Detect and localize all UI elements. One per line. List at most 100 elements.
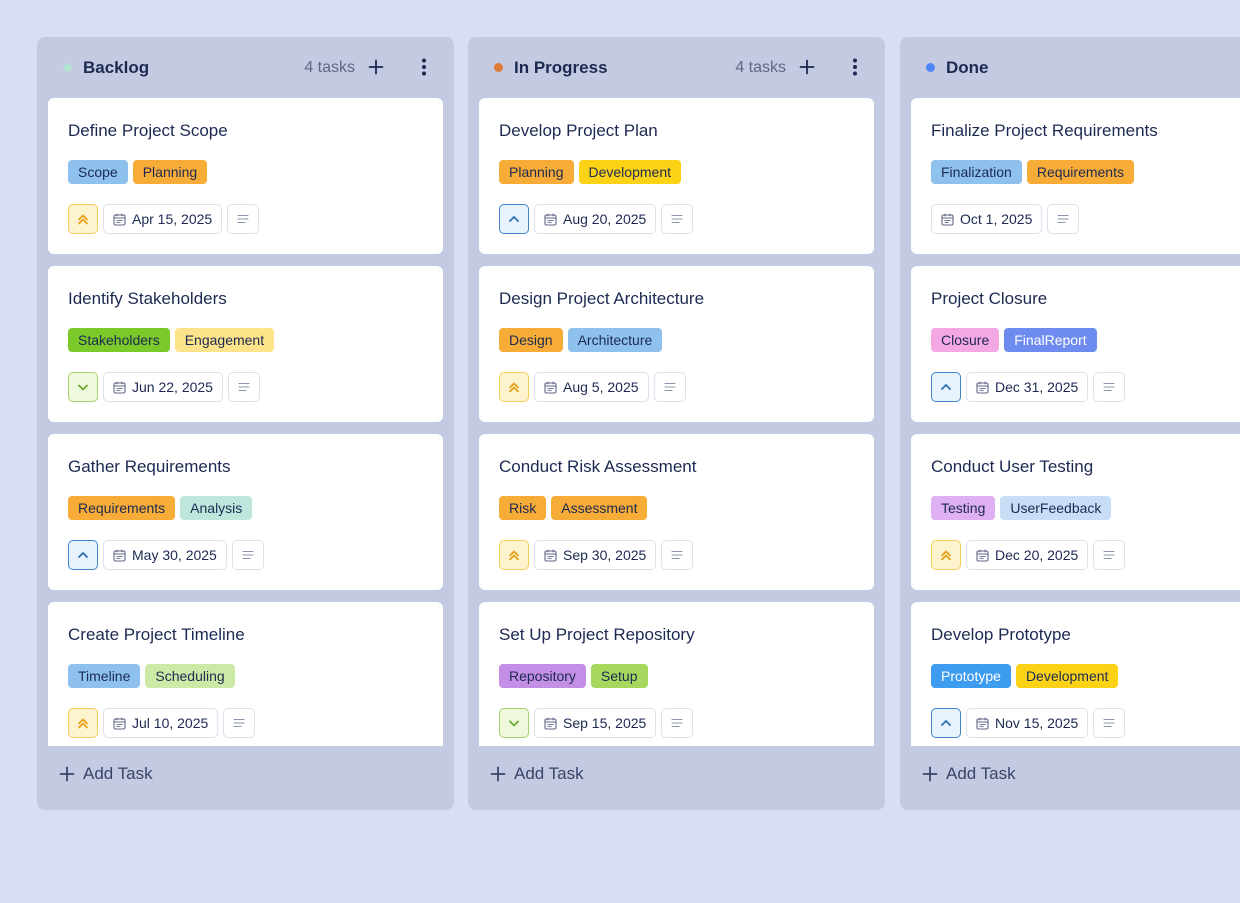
task-card[interactable]: Conduct User Testing Testing UserFeedback D… [911,434,1240,590]
calendar-icon [544,381,557,394]
task-title: Finalize Project Requirements [931,121,1158,140]
priority-badge[interactable] [68,708,98,738]
column-header: In Progress 4 tasks [468,37,885,97]
column-in-progress: In Progress 4 tasks Develop Project Plan Pl… [468,37,885,810]
notes-icon [671,214,683,224]
notes-icon [237,214,249,224]
column-title: In Progress [514,58,608,77]
notes-icon [242,550,254,560]
add-task-button[interactable]: Add Task [59,763,153,785]
calendar-icon [113,717,126,730]
due-date-chip[interactable]: Aug 5, 2025 [534,372,649,402]
double-chevron-up-icon [78,718,88,729]
due-date: May 30, 2025 [132,547,217,563]
notes-button[interactable] [1047,204,1080,234]
task-meta: Nov 15, 2025 [931,708,1126,738]
notes-button[interactable] [653,372,686,402]
due-date-chip[interactable]: Dec 20, 2025 [966,540,1089,570]
priority-badge[interactable] [68,372,98,402]
priority-badge[interactable] [499,204,529,234]
tag: Setup [590,664,648,688]
priority-badge[interactable] [931,708,961,738]
task-title: Create Project Timeline [68,625,245,644]
task-count: 4 tasks [304,59,355,76]
tag: Stakeholders [68,328,170,352]
more-options-button[interactable] [416,54,432,80]
priority-badge[interactable] [931,372,961,402]
notes-button[interactable] [661,708,694,738]
tag: Requirements [68,496,176,520]
task-card[interactable]: Finalize Project Requirements Finalizatio… [911,98,1240,254]
task-card[interactable]: Set Up Project Repository Repository Setup… [479,602,874,746]
due-date-chip[interactable]: Sep 15, 2025 [534,708,657,738]
due-date-chip[interactable]: Sep 30, 2025 [534,540,657,570]
task-meta: Jul 10, 2025 [68,708,256,738]
tag: Requirements [1026,160,1134,184]
notes-button[interactable] [1093,372,1126,402]
task-card[interactable]: Develop Prototype Prototype Development Nov… [911,602,1240,746]
task-card[interactable]: Gather Requirements Requirements Analysis M… [48,434,443,590]
notes-button[interactable] [1093,708,1126,738]
due-date-chip[interactable]: Aug 20, 2025 [534,204,657,234]
task-card[interactable]: Design Project Architecture Design Archite… [479,266,874,422]
notes-icon [1103,550,1115,560]
add-task-button[interactable]: Add Task [922,763,1016,785]
notes-button[interactable] [223,708,256,738]
notes-icon [671,718,683,728]
plus-icon [368,59,384,75]
due-date-chip[interactable]: Nov 15, 2025 [966,708,1089,738]
task-count: 4 tasks [735,59,786,76]
add-task-label: Add Task [946,764,1016,783]
task-card[interactable]: Project Closure Closure FinalReport Dec 31,… [911,266,1240,422]
add-card-button[interactable] [368,54,392,80]
notes-button[interactable] [231,540,264,570]
chevron-down-icon [78,384,88,391]
due-date-chip[interactable]: Apr 15, 2025 [103,204,223,234]
priority-badge[interactable] [68,204,98,234]
double-chevron-up-icon [509,382,519,393]
plus-icon [922,766,938,782]
priority-badge[interactable] [499,540,529,570]
tag: Risk [499,496,547,520]
chevron-up-icon [78,552,88,558]
tag-list: Closure FinalReport [931,328,1097,352]
task-card[interactable]: Conduct Risk Assessment Risk Assessment Sep… [479,434,874,590]
due-date-chip[interactable]: Oct 1, 2025 [931,204,1043,234]
due-date-chip[interactable]: Dec 31, 2025 [966,372,1089,402]
priority-badge[interactable] [499,708,529,738]
task-meta: Apr 15, 2025 [68,204,260,234]
notes-button[interactable] [661,540,694,570]
due-date-chip[interactable]: Jun 22, 2025 [103,372,223,402]
task-card[interactable]: Identify Stakeholders Stakeholders Engagem… [48,266,443,422]
status-dot [926,63,935,72]
task-card[interactable]: Define Project Scope Scope Planning Apr 15,… [48,98,443,254]
notes-button[interactable] [1093,540,1126,570]
notes-button[interactable] [661,204,694,234]
notes-button[interactable] [227,372,260,402]
due-date: Dec 20, 2025 [995,547,1079,563]
task-card[interactable]: Develop Project Plan Planning Development A… [479,98,874,254]
priority-badge[interactable] [68,540,98,570]
notes-icon [1057,214,1069,224]
add-card-button[interactable] [799,54,823,80]
due-date: Sep 30, 2025 [563,547,647,563]
tag-list: Planning Development [499,160,681,184]
task-card[interactable]: Create Project Timeline Timeline Schedulin… [48,602,443,746]
more-options-button[interactable] [847,54,863,80]
priority-badge[interactable] [931,540,961,570]
tag: Planning [132,160,208,184]
due-date: Aug 20, 2025 [563,211,647,227]
notes-button[interactable] [227,204,260,234]
chevron-up-icon [941,720,951,726]
due-date: Oct 1, 2025 [960,211,1033,227]
tag: Scope [68,160,128,184]
calendar-icon [113,213,126,226]
due-date-chip[interactable]: Jul 10, 2025 [103,708,219,738]
priority-badge[interactable] [499,372,529,402]
due-date: Sep 15, 2025 [563,715,647,731]
due-date-chip[interactable]: May 30, 2025 [103,540,227,570]
notes-icon [663,382,676,392]
column-title: Done [946,58,989,77]
calendar-icon [941,213,954,226]
add-task-button[interactable]: Add Task [490,763,584,785]
